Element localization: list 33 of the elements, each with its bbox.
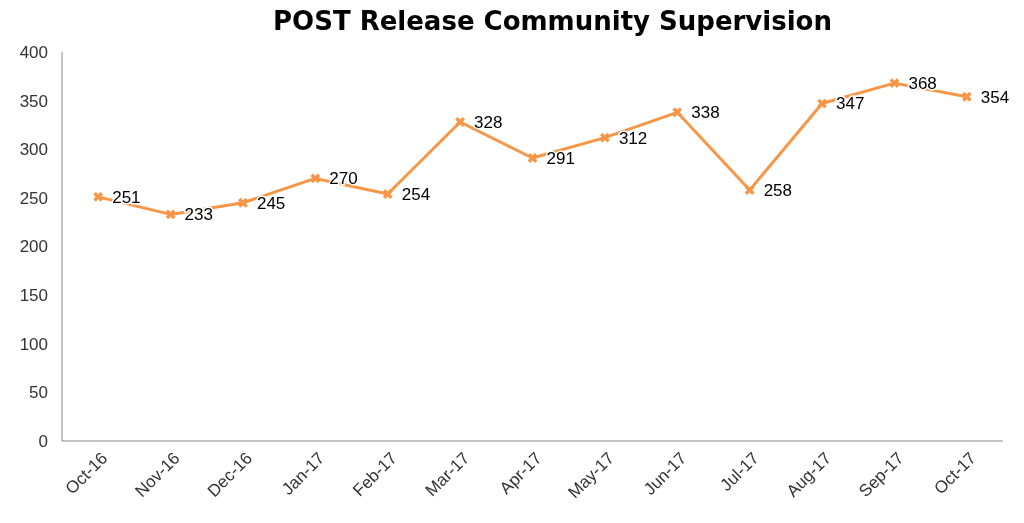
point [961,91,972,102]
chart-title: POST Release Community Supervision [273,6,832,36]
point [238,197,248,208]
y-tick-label: 250 [19,188,48,208]
data-label: 245 [256,193,286,213]
point [382,189,393,199]
y-tick-label: 200 [19,237,48,257]
point [599,132,610,143]
point [455,117,466,127]
y-tick-label: 50 [29,383,48,403]
point [744,185,755,195]
y-tick-label: 400 [19,42,48,62]
data-label: 233 [184,205,213,225]
y-tick-label: 0 [38,431,48,451]
point [165,209,176,220]
data-label: 291 [546,148,575,168]
point [889,78,900,89]
data-label: 354 [980,87,1010,107]
y-tick-label: 100 [19,334,48,354]
point [672,107,683,118]
point [93,192,104,202]
point [310,173,321,184]
data-label: 328 [474,112,503,132]
y-tick-label: 150 [19,286,48,306]
data-label: 270 [329,169,358,189]
y-tick-label: 300 [19,140,48,160]
data-label: 347 [836,94,865,114]
data-label: 312 [618,128,648,148]
data-label: 251 [112,187,141,207]
data-label: 254 [401,184,431,204]
y-tick-label: 350 [19,91,48,111]
data-label: 258 [763,181,793,201]
data-label: 338 [691,103,720,123]
